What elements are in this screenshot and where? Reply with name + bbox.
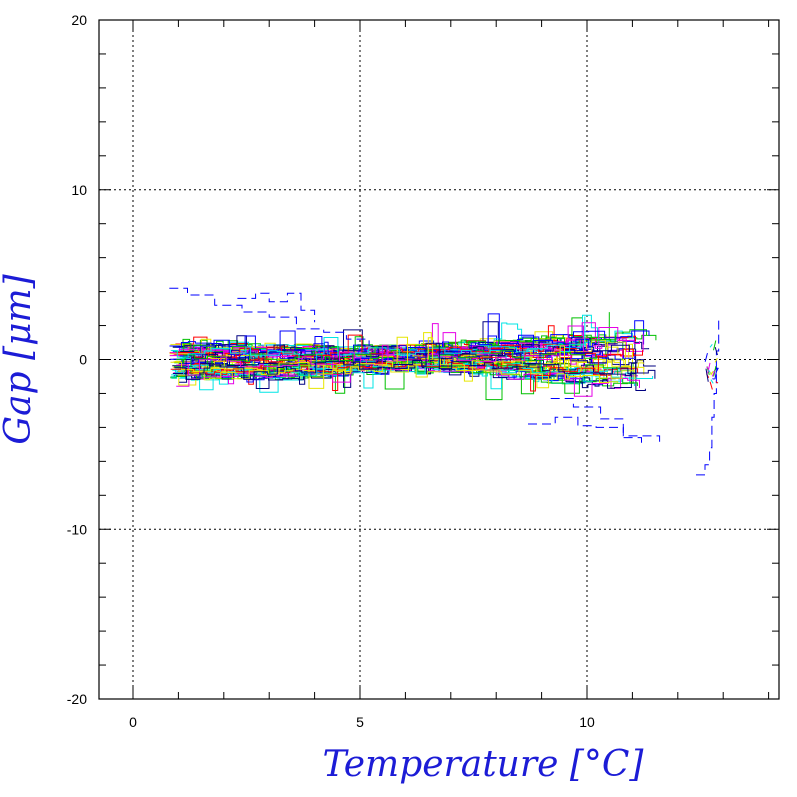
outlier-trace: [169, 287, 370, 346]
y-tick-label: 10: [71, 182, 87, 198]
trace-line: [177, 364, 619, 383]
cluster-trace: [704, 352, 708, 362]
x-tick-label: 5: [356, 714, 364, 730]
trace-line: [174, 342, 656, 380]
cluster-trace: [713, 340, 717, 351]
y-tick-label: -20: [67, 691, 87, 707]
trace-line: [170, 354, 621, 368]
y-tick-label: 20: [71, 12, 87, 28]
cluster-trace: [705, 368, 709, 382]
cluster-trace: [711, 370, 716, 377]
cluster-trace: [709, 381, 713, 390]
trace-line: [179, 356, 579, 391]
cluster-trace: [706, 366, 710, 370]
x-tick-label: 0: [129, 714, 137, 730]
cluster-trace: [707, 362, 711, 374]
outlier-trace: [528, 416, 661, 443]
plot-area-data: [169, 287, 720, 476]
trace-line: [170, 336, 582, 389]
trace-line: [176, 344, 577, 376]
y-tick-label: -10: [67, 521, 87, 537]
trace-line: [172, 353, 607, 367]
y-axis-title: Gap [μm]: [0, 273, 39, 444]
cluster-trace: [710, 379, 714, 384]
cluster-trace: [714, 357, 718, 363]
trace-line: [170, 355, 599, 392]
y-tick-label: 0: [79, 352, 87, 368]
x-axis-title: Temperature [°C]: [323, 744, 645, 785]
cluster-trace: [715, 381, 719, 384]
tick-labels: 0 5 10 -20 -10 0 10 20: [67, 12, 595, 730]
x-tick-label: 10: [579, 714, 595, 730]
cluster-trace: [714, 367, 718, 380]
cluster-trace: [709, 344, 713, 348]
axis-ticks: [99, 19, 779, 700]
trace-line: [177, 317, 657, 367]
outlier-trace: [237, 292, 316, 323]
trace-line: [170, 316, 586, 377]
cluster-trace: [714, 346, 718, 356]
trace-line: [176, 349, 597, 363]
plot-frame: [98, 19, 780, 700]
cluster-trace: [709, 372, 713, 374]
outlier-trace: [550, 398, 642, 448]
